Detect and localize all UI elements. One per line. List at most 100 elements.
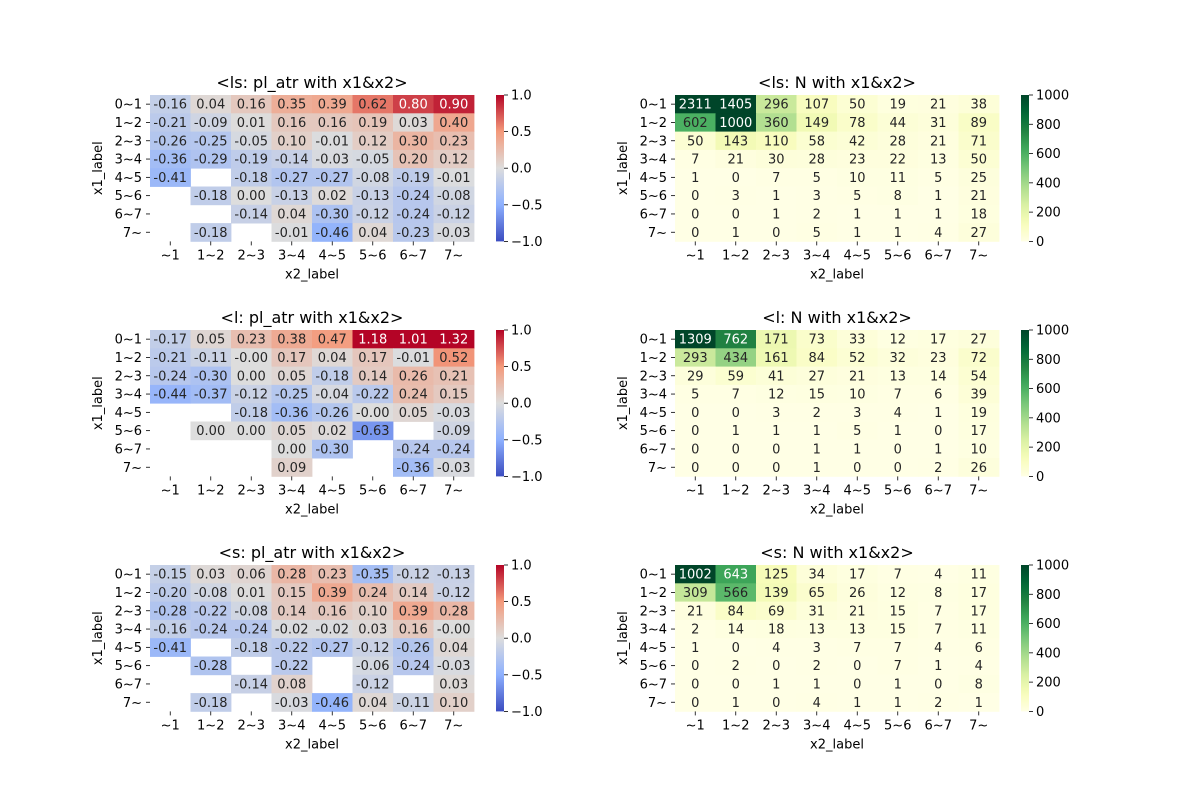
y-tick-label: 4~5: [115, 171, 142, 186]
heatmap-cell: [796, 458, 838, 477]
cell-value-label: 0: [732, 442, 740, 457]
cell-value-label: 23: [849, 153, 866, 168]
colorbar: [1021, 95, 1029, 242]
y-tick-label: 5~6: [640, 189, 667, 204]
colorbar-tick-label: 800: [1036, 588, 1061, 603]
heatmap-cell: [312, 95, 353, 114]
cell-value-label: 0: [772, 461, 780, 476]
heatmap-cell: [393, 403, 434, 422]
chart-title: <l: pl_atr with x1&x2>: [221, 308, 404, 328]
cell-value-label: -0.20: [153, 586, 187, 601]
heatmap-cell: [918, 384, 959, 404]
cell-value-label: 3: [853, 406, 861, 421]
cell-value-label: 0.10: [439, 696, 468, 711]
heatmap-cell: [918, 619, 959, 639]
heatmap-cell: [918, 656, 959, 676]
y-tick-label: 4~5: [115, 406, 142, 421]
cell-value-label: -0.01: [437, 171, 471, 186]
cell-value-label: 3: [813, 189, 821, 204]
cell-value-label: -0.13: [437, 568, 471, 583]
x-tick-label: 4~5: [844, 248, 871, 263]
colorbar-tick-label: 0.5: [511, 360, 532, 375]
cell-value-label: 12: [889, 586, 906, 601]
cell-value-label: 0: [853, 677, 861, 692]
chart-title: <ls: N with x1&x2>: [758, 73, 916, 92]
heatmap-cell: [352, 565, 394, 584]
heatmap-cell: [918, 439, 959, 459]
cell-value-label: 10: [849, 171, 866, 186]
heatmap-cell: [433, 439, 475, 459]
y-tick-label: 0~1: [115, 98, 142, 113]
cell-value-label: -0.30: [315, 207, 349, 222]
heatmap-cell: [796, 403, 838, 422]
heatmap-cell: [958, 168, 1000, 187]
heatmap-cell: [837, 403, 878, 422]
x-tick-label: 2~3: [238, 718, 265, 733]
cell-value-label: 1000: [719, 116, 752, 131]
y-tick-label: 7~: [123, 461, 142, 476]
y-tick-label: 2~3: [115, 604, 142, 619]
cell-value-label: -0.41: [153, 641, 187, 656]
heatmap-cell: [271, 113, 313, 132]
heatmap-cell: [675, 204, 716, 224]
heatmap-cell: [796, 113, 838, 132]
cell-value-label: 0.04: [277, 207, 306, 222]
cell-value-label: 5: [813, 226, 821, 241]
cell-value-label: -0.01: [315, 134, 349, 149]
cell-value-label: 1.18: [358, 333, 387, 348]
cell-value-label: -0.27: [315, 641, 349, 656]
cell-value-label: 1: [732, 696, 740, 711]
cell-value-label: 6: [934, 388, 942, 403]
heatmap-cell: [796, 693, 838, 712]
cell-value-label: 89: [970, 116, 987, 131]
cell-value-label: 4: [894, 406, 902, 421]
y-tick-label: 3~4: [640, 623, 667, 638]
cell-value-label: -0.00: [437, 623, 471, 638]
cell-value-label: 25: [970, 171, 987, 186]
heatmap-cell: [675, 583, 716, 602]
cell-value-label: 2311: [679, 98, 712, 113]
heatmap-cell: [150, 619, 191, 639]
cell-value-label: 0: [894, 461, 902, 476]
colorbar-tick-label: 800: [1036, 118, 1061, 133]
cell-value-label: 12: [889, 333, 906, 348]
cell-value-label: -0.41: [153, 171, 187, 186]
heatmap-cell: [877, 149, 919, 169]
cell-value-label: 0.01: [237, 116, 266, 131]
heatmap-cell: [877, 223, 919, 242]
cell-value-label: 7: [894, 388, 902, 403]
heatmap-cell: [756, 168, 797, 187]
cell-value-label: 0.20: [399, 153, 428, 168]
heatmap-cell: [150, 168, 191, 187]
heatmap-cell: [312, 693, 353, 712]
heatmap-cell: [433, 403, 475, 422]
heatmap-cell: [190, 131, 232, 151]
heatmap-cell: [150, 366, 191, 386]
heatmap-cell: [958, 366, 1000, 386]
cell-value-label: -0.12: [437, 586, 471, 601]
cell-value-label: 1: [691, 641, 699, 656]
cell-value-label: 19: [970, 406, 987, 421]
heatmap-cell: [756, 149, 797, 169]
heatmap-cell: [312, 204, 353, 224]
cell-value-label: 18: [970, 207, 987, 222]
cell-value-label: 13: [808, 623, 825, 638]
cell-value-label: 17: [849, 568, 866, 583]
y-tick-label: 1~2: [115, 116, 142, 131]
heatmap-cell: [756, 458, 797, 477]
x-tick-label: 7~: [969, 483, 988, 498]
heatmap-cell: [352, 131, 394, 151]
cell-value-label: 143: [723, 134, 748, 149]
cell-value-label: 1: [732, 226, 740, 241]
x-tick-label: 3~4: [803, 718, 830, 733]
heatmap-cell: [393, 656, 434, 676]
cell-value-label: 0: [732, 677, 740, 692]
heatmap-cell: [918, 348, 959, 367]
x-tick-label: 2~3: [238, 483, 265, 498]
cell-value-label: 0.06: [237, 568, 266, 583]
heatmap-cell: [715, 366, 757, 386]
heatmap-cell: [190, 583, 232, 602]
cell-value-label: 8: [894, 189, 902, 204]
heatmap-cell: [190, 565, 232, 584]
cell-value-label: 0.26: [399, 369, 428, 384]
